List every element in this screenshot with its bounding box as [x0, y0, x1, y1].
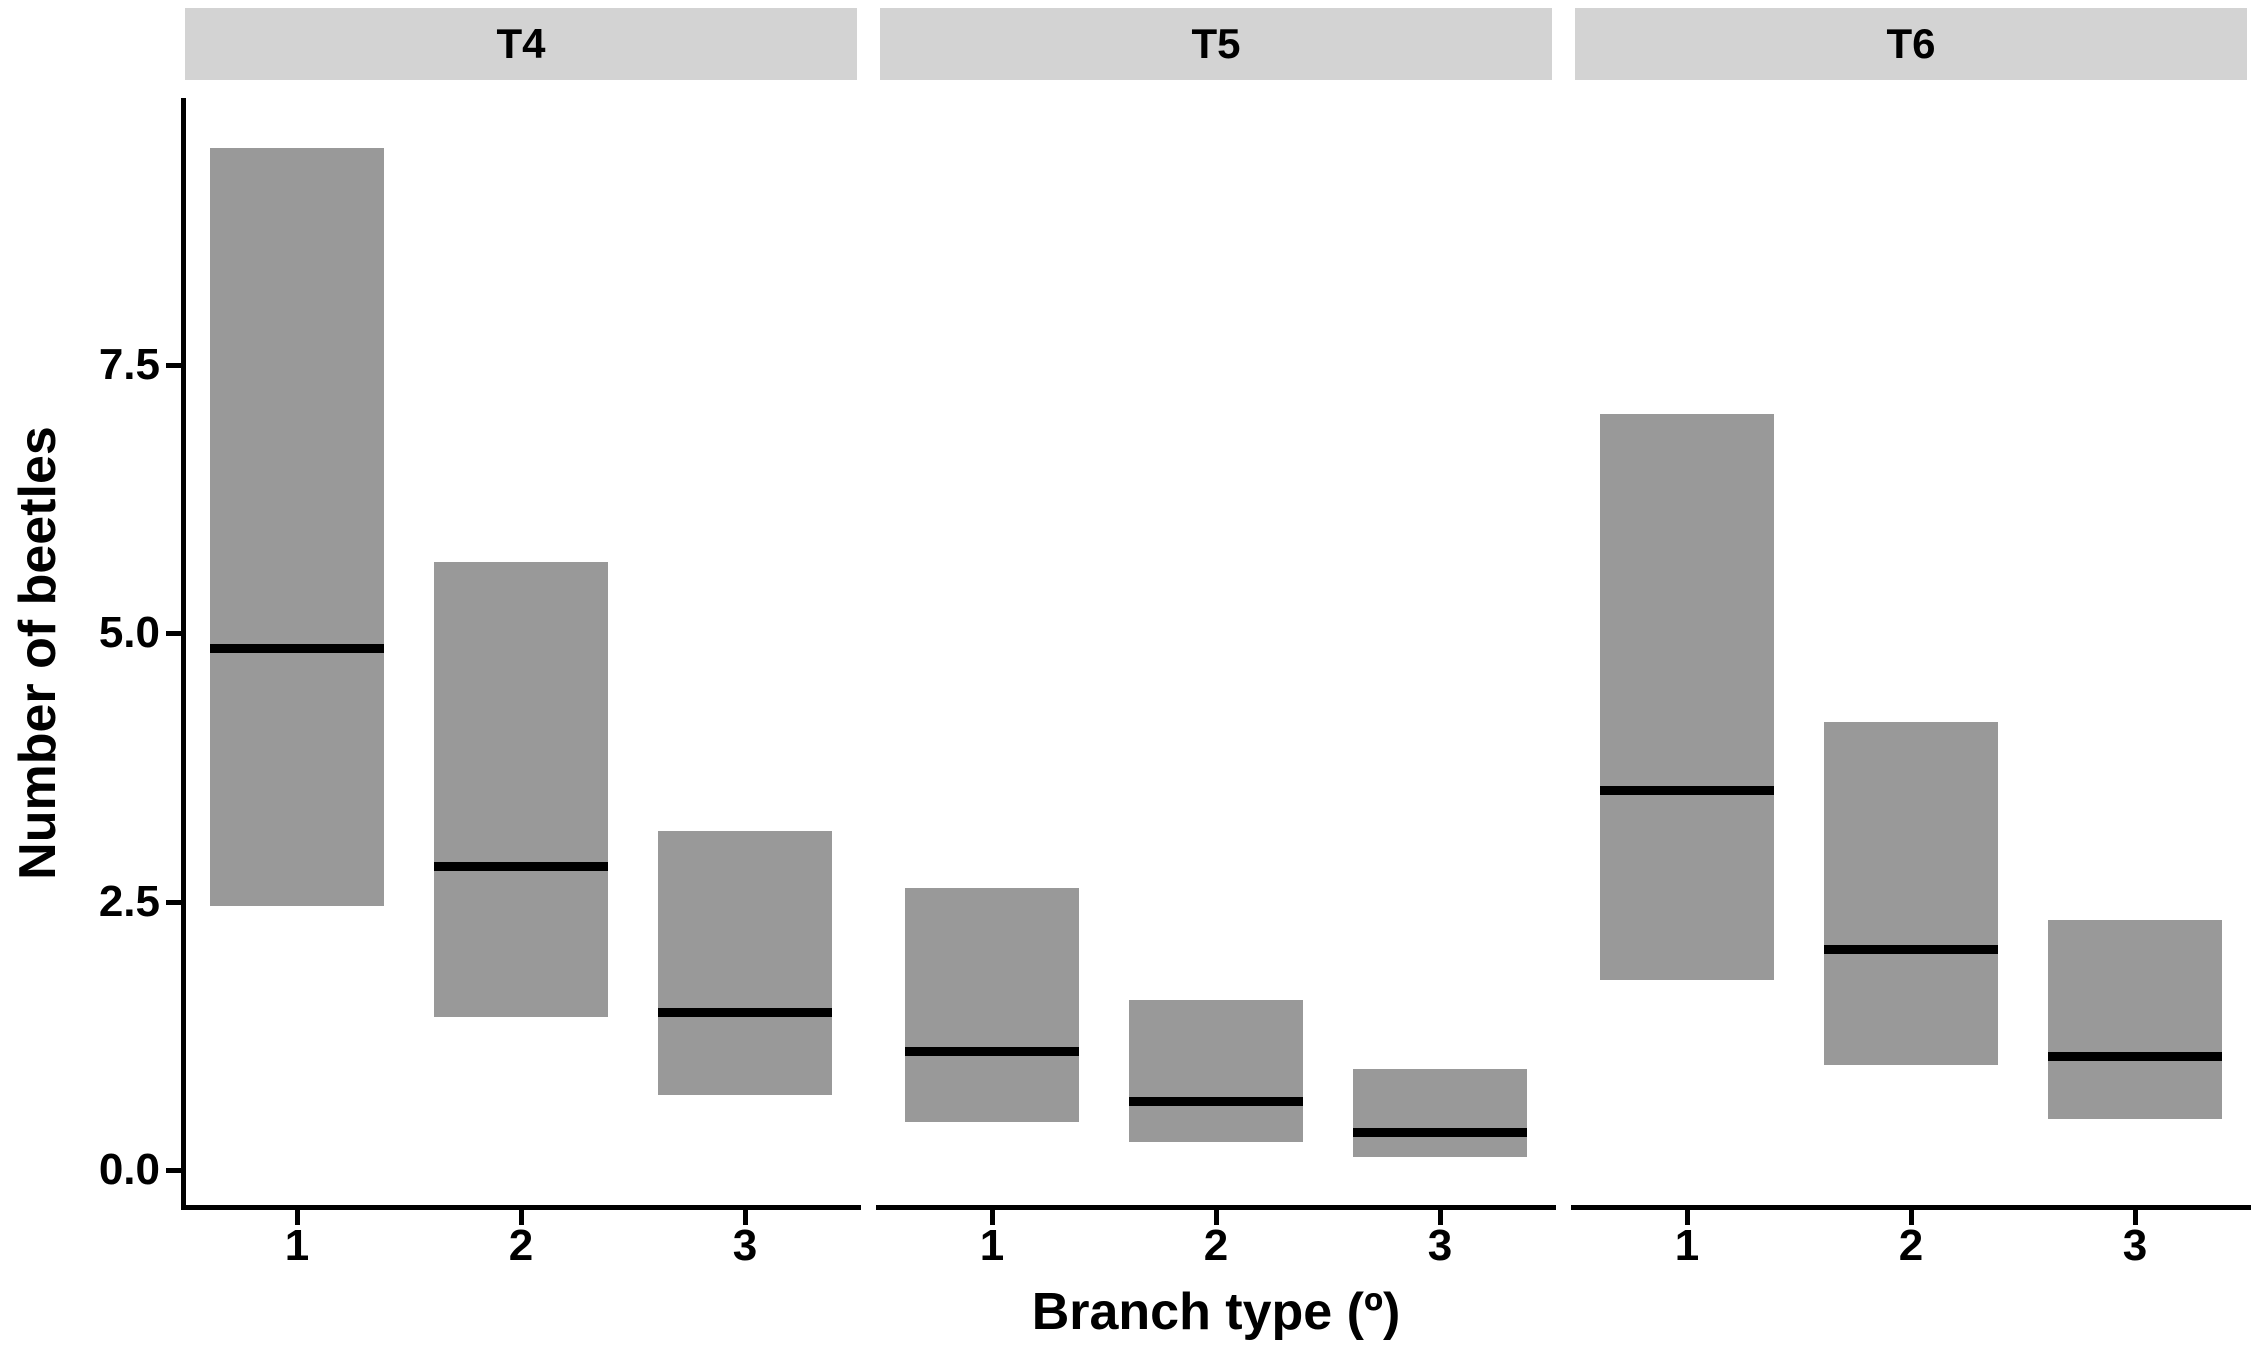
- x-tick: [519, 1210, 524, 1225]
- median-line: [1353, 1128, 1527, 1137]
- y-tick: [166, 1168, 181, 1173]
- x-tick: [1214, 1210, 1219, 1225]
- crossbar: [434, 562, 608, 1017]
- crossbar: [1600, 414, 1774, 980]
- x-tick-label: 3: [1427, 1221, 1453, 1270]
- crossbar: [905, 888, 1079, 1122]
- x-axis-line: [181, 1205, 861, 1210]
- y-tick-label: 0.0: [98, 1145, 160, 1194]
- crossbar: [2048, 920, 2222, 1119]
- x-tick: [1909, 1210, 1914, 1225]
- x-tick: [743, 1210, 748, 1225]
- crossbar: [210, 148, 384, 906]
- x-tick: [2133, 1210, 2138, 1225]
- facet-strip-label: T6: [1886, 20, 1936, 67]
- y-tick-label: 5.0: [98, 608, 160, 657]
- y-tick: [166, 900, 181, 905]
- median-line: [1129, 1097, 1303, 1106]
- x-tick-label: 3: [2122, 1221, 2148, 1270]
- x-tick-label: 1: [284, 1221, 310, 1270]
- median-line: [434, 862, 608, 871]
- facet-strip: T4: [185, 8, 857, 80]
- x-axis-line: [876, 1205, 1556, 1210]
- x-tick: [990, 1210, 995, 1225]
- crossbar: [1824, 722, 1998, 1065]
- x-tick: [1438, 1210, 1443, 1225]
- y-tick: [166, 363, 181, 368]
- median-line: [2048, 1052, 2222, 1061]
- x-tick: [1685, 1210, 1690, 1225]
- x-tick: [295, 1210, 300, 1225]
- y-axis-line: [181, 98, 186, 1209]
- x-axis-line: [1571, 1205, 2251, 1210]
- median-line: [1824, 945, 1998, 954]
- facet-strip-label: T5: [1191, 20, 1241, 67]
- x-tick-label: 2: [1898, 1221, 1924, 1270]
- y-tick-label: 2.5: [98, 877, 160, 926]
- x-tick-label: 2: [508, 1221, 534, 1270]
- median-line: [1600, 786, 1774, 795]
- x-tick-label: 3: [732, 1221, 758, 1270]
- crossbar: [1353, 1069, 1527, 1157]
- y-tick-label: 7.5: [98, 340, 160, 389]
- median-line: [658, 1008, 832, 1017]
- x-tick-label: 1: [979, 1221, 1005, 1270]
- x-axis-title: Branch type (º): [1031, 1283, 1401, 1341]
- crossbar: [1129, 1000, 1303, 1142]
- x-tick-label: 1: [1674, 1221, 1700, 1270]
- facet-strip-label: T4: [496, 20, 546, 67]
- facet-strip: T6: [1575, 8, 2247, 80]
- median-line: [905, 1047, 1079, 1056]
- x-tick-label: 2: [1203, 1221, 1229, 1270]
- median-line: [210, 644, 384, 653]
- crossbar: [658, 831, 832, 1095]
- facet-strip: T5: [880, 8, 1552, 80]
- y-tick: [166, 631, 181, 636]
